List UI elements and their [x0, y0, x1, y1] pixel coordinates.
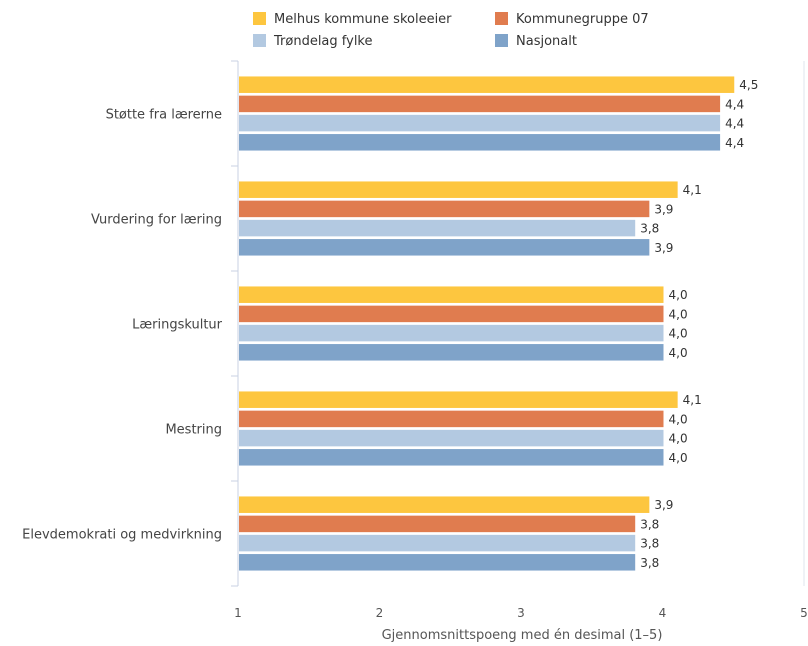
legend: Melhus kommune skoleeier Kommunegruppe 07…	[253, 12, 649, 49]
legend-label: Nasjonalt	[516, 34, 577, 49]
bar	[239, 324, 664, 342]
bar	[239, 181, 678, 198]
x-tick-label: 5	[800, 606, 808, 620]
bar	[239, 554, 636, 571]
bar	[239, 391, 678, 408]
bar	[239, 534, 636, 552]
bar-value-label: 4,0	[669, 307, 688, 321]
bar-value-label: 4,4	[725, 97, 744, 111]
legend-swatch	[495, 34, 508, 47]
bar	[239, 410, 664, 428]
legend-swatch	[495, 12, 508, 25]
bar	[239, 449, 664, 466]
bar-value-label: 3,8	[640, 556, 659, 570]
bar-value-label: 4,0	[669, 327, 688, 341]
category-label: Elevdemokrati og medvirkning	[22, 528, 222, 543]
legend-swatch	[253, 34, 266, 47]
legend-swatch	[253, 12, 266, 25]
bars: Støtte fra lærerne 4,5 4,4 4,4 4,4 Vurdering …	[22, 76, 758, 571]
bar	[239, 429, 664, 447]
bar-value-label: 4,4	[725, 117, 744, 131]
x-tick-label: 2	[376, 606, 384, 620]
bar-value-label: 4,0	[669, 432, 688, 446]
x-tick-label: 3	[517, 606, 525, 620]
bar	[239, 114, 721, 132]
bar	[239, 344, 664, 361]
bar-value-label: 3,8	[640, 222, 659, 236]
bar-value-label: 3,9	[654, 202, 673, 216]
bar-value-label: 3,8	[640, 537, 659, 551]
bar-value-label: 4,0	[669, 288, 688, 302]
bar	[239, 305, 664, 323]
bar-value-label: 3,8	[640, 517, 659, 531]
bar-value-label: 4,0	[669, 346, 688, 360]
bar	[239, 134, 721, 151]
bar	[239, 200, 650, 218]
bar	[239, 219, 636, 237]
bar	[239, 95, 721, 113]
bar	[239, 515, 636, 533]
bar	[239, 239, 650, 256]
legend-label: Trøndelag fylke	[273, 34, 373, 49]
bar-value-label: 4,0	[669, 412, 688, 426]
bar	[239, 286, 664, 303]
bar	[239, 496, 650, 513]
category-label: Læringskultur	[132, 318, 223, 333]
bar-value-label: 4,5	[739, 78, 758, 92]
axes: 1 2 3 4 5	[231, 60, 808, 620]
legend-label: Kommunegruppe 07	[516, 12, 649, 27]
bar-value-label: 4,1	[683, 393, 702, 407]
x-axis-title: Gjennomsnittspoeng med én desimal (1–5)	[382, 628, 663, 643]
bar-value-label: 4,1	[683, 183, 702, 197]
bar	[239, 76, 735, 93]
x-tick-label: 4	[659, 606, 667, 620]
bar-value-label: 3,9	[654, 241, 673, 255]
category-label: Mestring	[165, 423, 222, 438]
bar-value-label: 3,9	[654, 498, 673, 512]
bar-value-label: 4,4	[725, 136, 744, 150]
category-label: Vurdering for læring	[91, 213, 222, 228]
bar-value-label: 4,0	[669, 451, 688, 465]
category-label: Støtte fra lærerne	[106, 108, 222, 123]
x-tick-label: 1	[234, 606, 242, 620]
legend-label: Melhus kommune skoleeier	[274, 12, 452, 27]
